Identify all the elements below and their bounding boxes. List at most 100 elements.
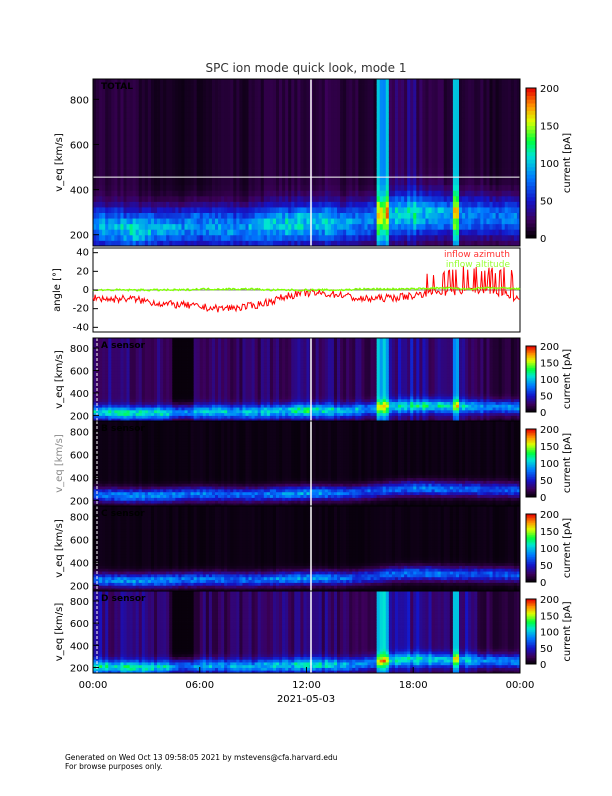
heatmap-cell: [239, 140, 242, 146]
heatmap-cell: [124, 101, 127, 107]
heatmap-cell: [111, 135, 114, 141]
heatmap-cell: [267, 196, 270, 202]
heatmap-cell: [285, 90, 288, 96]
heatmap-cell: [120, 146, 123, 152]
heatmap-cell: [294, 129, 297, 135]
heatmap-cell: [145, 179, 148, 185]
heatmap-cell: [203, 207, 206, 213]
heatmap-cell: [151, 163, 154, 169]
heatmap-cell: [185, 218, 188, 224]
heatmap-cell: [267, 118, 270, 124]
heatmap-cell: [175, 96, 178, 102]
heatmap-cell: [145, 218, 148, 224]
heatmap-cell: [215, 229, 218, 235]
heatmap-cell: [334, 129, 337, 135]
heatmap-cell: [93, 90, 96, 96]
heatmap-cell: [319, 112, 322, 118]
heatmap-cell: [163, 168, 166, 174]
heatmap-cell: [124, 118, 127, 124]
heatmap-cell: [206, 118, 209, 124]
heatmap-cell: [239, 101, 242, 107]
heatmap-cell: [264, 201, 267, 207]
heatmap-cell: [273, 224, 276, 230]
heatmap-cell: [209, 179, 212, 185]
heatmap-cell: [307, 101, 310, 107]
heatmap-cell: [130, 157, 133, 163]
heatmap-cell: [166, 96, 169, 102]
heatmap-cell: [148, 146, 151, 152]
heatmap-cell: [334, 201, 337, 207]
heatmap-cell: [124, 124, 127, 130]
heatmap-cell: [120, 190, 123, 196]
heatmap-cell: [236, 207, 239, 213]
heatmap-cell: [181, 79, 184, 85]
heatmap-cell: [93, 107, 96, 113]
heatmap-cell: [239, 168, 242, 174]
heatmap-cell: [285, 207, 288, 213]
heatmap-cell: [230, 235, 233, 241]
heatmap-cell: [133, 190, 136, 196]
heatmap-cell: [133, 79, 136, 85]
heatmap-cell: [215, 112, 218, 118]
heatmap-cell: [181, 85, 184, 91]
heatmap-cell: [218, 101, 221, 107]
heatmap-cell: [215, 213, 218, 219]
heatmap-cell: [133, 179, 136, 185]
heatmap-cell: [233, 213, 236, 219]
heatmap-cell: [246, 196, 249, 202]
heatmap-cell: [175, 163, 178, 169]
heatmap-cell: [221, 90, 224, 96]
heatmap-cell: [114, 174, 117, 180]
heatmap-cell: [230, 90, 233, 96]
heatmap-cell: [136, 201, 139, 207]
heatmap-cell: [252, 85, 255, 91]
heatmap-cell: [178, 196, 181, 202]
heatmap-cell: [300, 213, 303, 219]
heatmap-cell: [197, 112, 200, 118]
heatmap-cell: [139, 196, 142, 202]
heatmap-cell: [120, 224, 123, 230]
heatmap-cell: [337, 140, 340, 146]
heatmap-cell: [185, 229, 188, 235]
heatmap-cell: [294, 140, 297, 146]
heatmap-cell: [169, 118, 172, 124]
heatmap-cell: [328, 79, 331, 85]
heatmap-cell: [249, 135, 252, 141]
heatmap-cell: [151, 151, 154, 157]
heatmap-cell: [249, 213, 252, 219]
heatmap-cell: [218, 129, 221, 135]
heatmap-cell: [191, 213, 194, 219]
heatmap-cell: [169, 129, 172, 135]
heatmap-cell: [197, 140, 200, 146]
heatmap-cell: [203, 224, 206, 230]
heatmap-cell: [307, 124, 310, 130]
heatmap-cell: [163, 85, 166, 91]
heatmap-cell: [172, 135, 175, 141]
heatmap-cell: [319, 196, 322, 202]
heatmap-cell: [258, 235, 261, 241]
heatmap-cell: [157, 124, 160, 130]
heatmap-cell: [319, 101, 322, 107]
heatmap-cell: [282, 213, 285, 219]
heatmap-cell: [203, 135, 206, 141]
heatmap-cell: [230, 163, 233, 169]
heatmap-cell: [242, 129, 245, 135]
heatmap-cell: [297, 185, 300, 191]
heatmap-cell: [291, 218, 294, 224]
heatmap-cell: [319, 207, 322, 213]
heatmap-cell: [154, 229, 157, 235]
heatmap-cell: [288, 140, 291, 146]
heatmap-cell: [96, 207, 99, 213]
heatmap-cell: [108, 185, 111, 191]
heatmap-cell: [215, 201, 218, 207]
heatmap-cell: [102, 101, 105, 107]
heatmap-cell: [172, 196, 175, 202]
heatmap-cell: [114, 224, 117, 230]
heatmap-cell: [175, 107, 178, 113]
heatmap-cell: [194, 157, 197, 163]
heatmap-cell: [288, 224, 291, 230]
heatmap-cell: [221, 179, 224, 185]
heatmap-cell: [209, 79, 212, 85]
heatmap-cell: [215, 90, 218, 96]
